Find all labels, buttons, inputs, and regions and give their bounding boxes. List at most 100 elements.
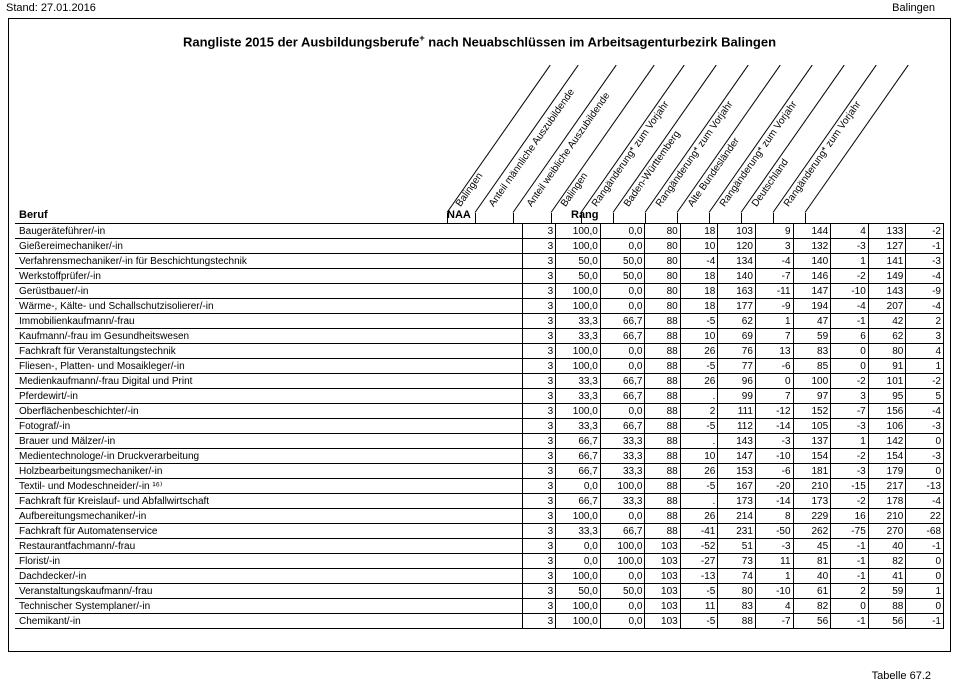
profession-cell: Chemikant/-in (15, 614, 523, 629)
table-row: Fliesen-, Platten- und Mosaikleger/-in31… (15, 359, 944, 374)
value-cell: 50,0 (556, 254, 601, 269)
value-cell: 80 (645, 254, 680, 269)
value-cell: 147 (718, 449, 756, 464)
column-label: Rangänderung* zum Vorjahr (782, 100, 863, 210)
value-cell: -68 (906, 524, 944, 539)
value-cell: 3 (523, 554, 556, 569)
value-cell: 3 (523, 344, 556, 359)
value-cell: 66,7 (600, 419, 645, 434)
table-row: Veranstaltungskaufmann/-frau350,050,0103… (15, 584, 944, 599)
value-cell: 33,3 (556, 314, 601, 329)
value-cell: 103 (645, 584, 680, 599)
profession-cell: Oberflächenbeschichter/-in (15, 404, 523, 419)
value-cell: 3 (523, 389, 556, 404)
value-cell: 3 (523, 299, 556, 314)
value-cell: -15 (831, 479, 869, 494)
value-cell: 3 (523, 404, 556, 419)
value-cell: 137 (793, 434, 831, 449)
value-cell: -6 (755, 359, 793, 374)
value-cell: 88 (645, 494, 680, 509)
value-cell: 95 (868, 389, 906, 404)
value-cell: 13 (755, 344, 793, 359)
value-cell: 85 (793, 359, 831, 374)
value-cell: -2 (831, 374, 869, 389)
value-cell: 16 (831, 509, 869, 524)
value-cell: -27 (680, 554, 718, 569)
value-cell: 142 (868, 434, 906, 449)
value-cell: -7 (831, 404, 869, 419)
value-cell: 40 (868, 539, 906, 554)
table-row: Oberflächenbeschichter/-in3100,00,088211… (15, 404, 944, 419)
value-cell: 3 (755, 239, 793, 254)
value-cell: -4 (906, 494, 944, 509)
value-cell: 4 (755, 599, 793, 614)
value-cell: 3 (523, 569, 556, 584)
value-cell: 10 (680, 329, 718, 344)
profession-cell: Baugeräteführer/-in (15, 224, 523, 239)
value-cell: 1 (831, 434, 869, 449)
value-cell: 50,0 (556, 269, 601, 284)
value-cell: 1 (906, 584, 944, 599)
value-cell: -1 (906, 614, 944, 629)
value-cell: 0,0 (600, 599, 645, 614)
value-cell: 3 (523, 449, 556, 464)
value-cell: 103 (645, 569, 680, 584)
title-suffix: nach Neuabschlüssen im Arbeitsagenturbez… (425, 34, 776, 49)
value-cell: 66,7 (600, 389, 645, 404)
value-cell: -13 (906, 479, 944, 494)
value-cell: 18 (680, 224, 718, 239)
value-cell: 83 (793, 344, 831, 359)
table-row: Chemikant/-in3100,00,0103-588-756-156-1 (15, 614, 944, 629)
profession-cell: Medienkaufmann/-frau Digital und Print (15, 374, 523, 389)
profession-cell: Kaufmann/-frau im Gesundheitswesen (15, 329, 523, 344)
value-cell: 100,0 (556, 599, 601, 614)
value-cell: 66,7 (600, 314, 645, 329)
value-cell: 173 (718, 494, 756, 509)
profession-cell: Medientechnologe/-in Druckverarbeitung (15, 449, 523, 464)
profession-cell: Fotograf/-in (15, 419, 523, 434)
value-cell: 80 (868, 344, 906, 359)
value-cell: 4 (906, 344, 944, 359)
value-cell: 103 (645, 614, 680, 629)
value-cell: 80 (645, 239, 680, 254)
value-cell: -4 (831, 299, 869, 314)
value-cell: 0,0 (600, 284, 645, 299)
value-cell: 106 (868, 419, 906, 434)
value-cell: -14 (755, 494, 793, 509)
value-cell: . (680, 494, 718, 509)
value-cell: 1 (755, 314, 793, 329)
value-cell: 103 (645, 599, 680, 614)
value-cell: 229 (793, 509, 831, 524)
table-row: Medienkaufmann/-frau Digital und Print33… (15, 374, 944, 389)
value-cell: 3 (523, 329, 556, 344)
value-cell: -3 (906, 449, 944, 464)
value-cell: -6 (755, 464, 793, 479)
value-cell: 156 (868, 404, 906, 419)
profession-cell: Gießereimechaniker/-in (15, 239, 523, 254)
table-row: Fachkraft für Veranstaltungstechnik3100,… (15, 344, 944, 359)
value-cell: 50,0 (600, 254, 645, 269)
profession-cell: Technischer Systemplaner/-in (15, 599, 523, 614)
value-cell: -1 (831, 314, 869, 329)
value-cell: 88 (645, 329, 680, 344)
value-cell: 80 (645, 224, 680, 239)
profession-cell: Dachdecker/-in (15, 569, 523, 584)
value-cell: 100 (793, 374, 831, 389)
value-cell: -2 (906, 374, 944, 389)
value-cell: 10 (680, 449, 718, 464)
value-cell: 88 (718, 614, 756, 629)
value-cell: 100,0 (556, 509, 601, 524)
table-row: Florist/-in30,0100,0103-27731181-1820 (15, 554, 944, 569)
value-cell: 100,0 (600, 554, 645, 569)
region-name: Balingen (892, 2, 935, 14)
value-cell: 50,0 (556, 584, 601, 599)
value-cell: 154 (868, 449, 906, 464)
value-cell: 33,3 (600, 434, 645, 449)
value-cell: 11 (680, 599, 718, 614)
value-cell: 3 (523, 599, 556, 614)
value-cell: -5 (680, 614, 718, 629)
value-cell: 0 (906, 464, 944, 479)
value-cell: 100,0 (556, 224, 601, 239)
value-cell: -1 (831, 614, 869, 629)
table-row: Wärme-, Kälte- und Schallschutzisolierer… (15, 299, 944, 314)
